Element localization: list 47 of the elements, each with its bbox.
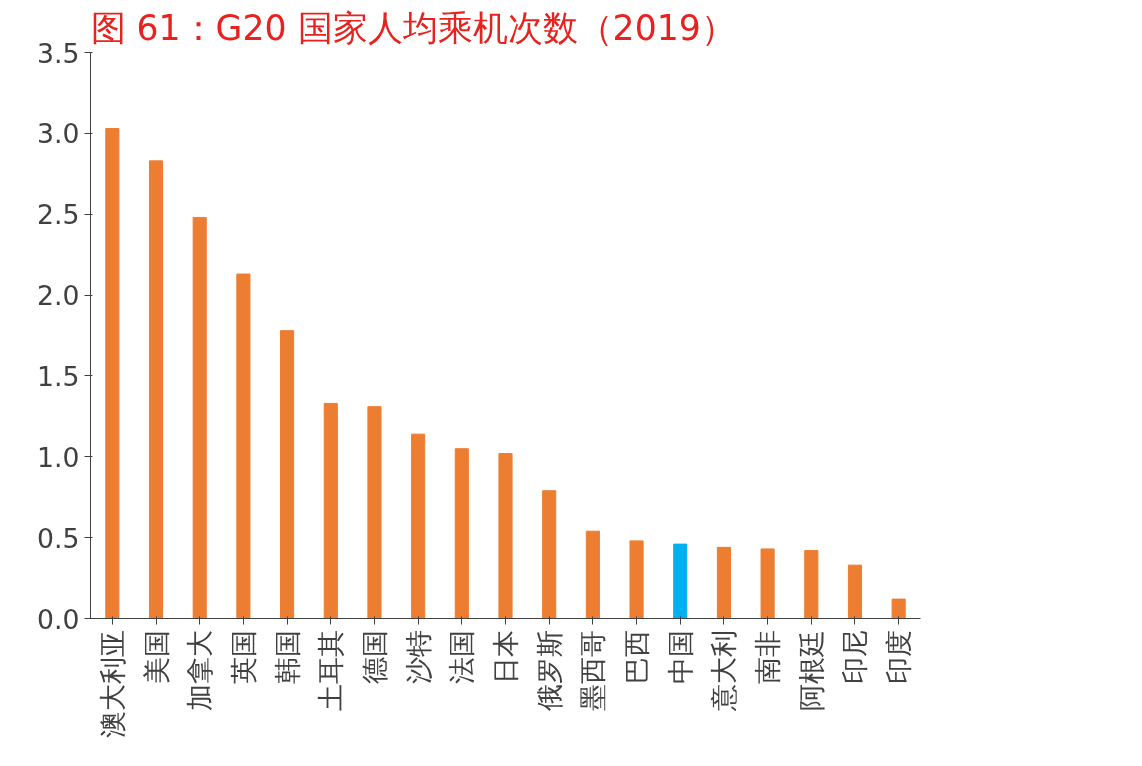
x-tick-label: 墨西哥	[577, 629, 609, 711]
x-tick-label: 英国	[227, 629, 259, 684]
y-tick-label: 2.5	[37, 199, 80, 231]
bar	[585, 530, 600, 619]
bar	[673, 543, 688, 619]
x-tick-label: 土耳其	[315, 629, 347, 711]
bar	[105, 128, 120, 619]
bar	[847, 564, 863, 619]
bar	[192, 216, 207, 619]
bar	[280, 330, 295, 619]
x-tick-label: 法国	[446, 629, 478, 684]
bar	[367, 406, 382, 619]
bar	[498, 453, 513, 619]
y-tick-label: 1.0	[37, 441, 80, 473]
x-tick-label: 意大利	[708, 629, 740, 712]
x-tick-label: 俄罗斯	[533, 629, 565, 711]
bar	[454, 448, 469, 619]
x-tick-label: 美国	[140, 629, 172, 684]
chart-title: 图 61：G20 国家人均乘机次数（2019）	[90, 7, 736, 48]
x-tick-label: 印度	[883, 629, 915, 684]
bar	[411, 433, 426, 619]
bar	[629, 540, 644, 619]
x-tick-label: 澳大利亚	[96, 629, 128, 738]
x-tick-label: 德国	[358, 629, 390, 684]
x-tick-label: 中国	[664, 629, 696, 684]
y-tick-label: 3.0	[37, 118, 80, 150]
x-tick-label: 沙特	[402, 629, 434, 684]
bar	[236, 273, 251, 619]
y-tick-label: 0.5	[37, 522, 80, 554]
bar	[148, 160, 164, 619]
x-tick-label: 阿根廷	[795, 629, 827, 711]
x-tick-label: 韩国	[271, 629, 303, 684]
y-tick-label: 3.5	[37, 37, 80, 69]
x-tick-label: 日本	[490, 629, 521, 684]
bar	[716, 546, 731, 619]
x-tick-label: 印尼	[839, 629, 871, 684]
bar	[542, 490, 557, 619]
y-tick-label: 1.5	[37, 360, 80, 392]
y-tick-label: 2.0	[37, 280, 80, 312]
bar	[891, 598, 906, 619]
x-tick-label: 巴西	[621, 629, 653, 684]
bar	[323, 402, 338, 619]
x-tick-label: 加拿大	[184, 629, 216, 711]
x-tick-label: 南非	[752, 629, 784, 684]
y-tick-label: 0.0	[37, 603, 80, 635]
bar	[760, 548, 775, 619]
bar	[804, 550, 819, 619]
